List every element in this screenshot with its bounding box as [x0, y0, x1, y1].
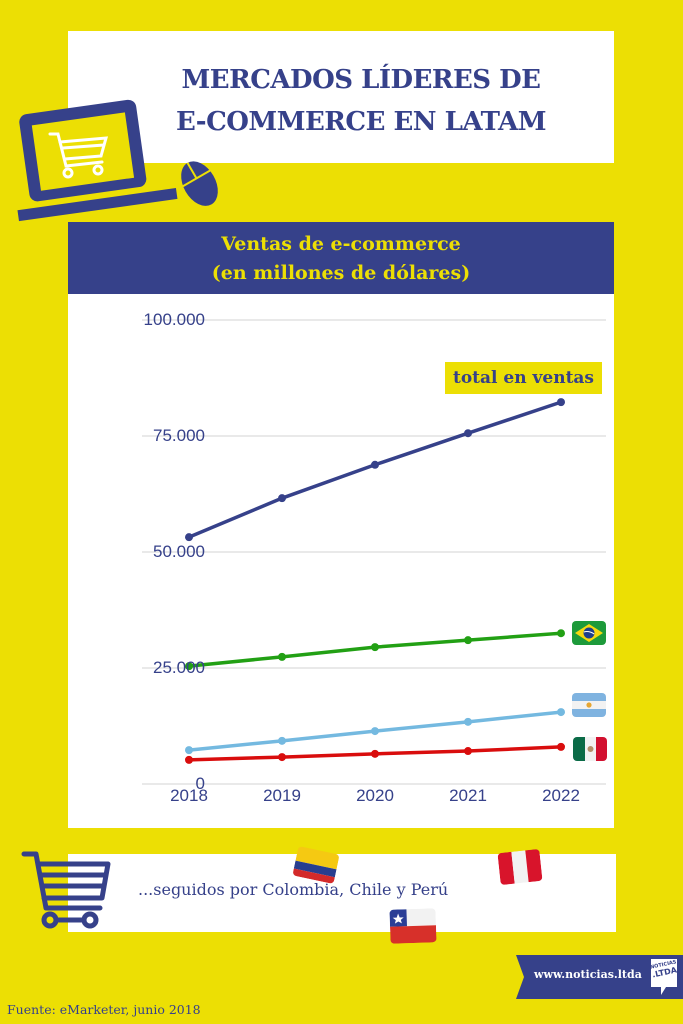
data-point [371, 727, 379, 736]
data-point [557, 742, 565, 751]
data-point [278, 652, 286, 661]
title-panel: MERCADOS LÍDERES DE E-COMMERCE EN LATAM [68, 31, 614, 163]
y-tick: 100.000 [143, 310, 205, 329]
series-brasil [185, 629, 565, 671]
chile-flag-icon [389, 908, 437, 944]
laptop-cart-icon [17, 99, 218, 222]
data-point [557, 398, 565, 407]
x-tick: 2018 [170, 786, 208, 805]
site-banner[interactable] [516, 955, 683, 999]
data-point [557, 708, 565, 717]
mexico-flag-icon [573, 737, 607, 761]
series-argentina [185, 708, 565, 755]
chart-header: Ventas de e-commerce (en millones de dól… [68, 222, 614, 294]
data-point [185, 662, 193, 671]
data-point [278, 736, 286, 745]
data-point [464, 717, 472, 726]
y-tick: 75.000 [153, 426, 205, 445]
y-tick: 50.000 [153, 542, 205, 561]
data-point [371, 460, 379, 469]
series-méxico [185, 742, 565, 764]
y-tick: 0 [195, 774, 205, 793]
page-title: MERCADOS LÍDERES DE E-COMMERCE EN LATAM [68, 59, 614, 143]
data-point [464, 636, 472, 645]
x-tick: 2021 [449, 786, 487, 805]
data-point [557, 629, 565, 638]
data-point [185, 533, 193, 542]
data-point [278, 494, 286, 503]
source-note: Fuente: eMarketer, junio 2018 [7, 1002, 201, 1017]
data-point [464, 747, 472, 756]
other-markets-text: ...seguidos por Colombia, Chile y Perú [138, 880, 449, 899]
title-line-1: MERCADOS LÍDERES DE [181, 65, 541, 95]
y-tick: 25.000 [153, 658, 205, 677]
brazil-flag-icon [572, 621, 606, 645]
argentina-flag-icon [572, 693, 606, 717]
data-point [278, 753, 286, 762]
data-point [185, 746, 193, 755]
data-point [371, 749, 379, 758]
data-point [185, 755, 193, 764]
x-tick: 2020 [356, 786, 394, 805]
colombia-flag-icon [292, 845, 340, 885]
total-sales-label: total en ventas [445, 362, 602, 394]
data-point [464, 429, 472, 438]
x-tick: 2019 [263, 786, 301, 805]
chart-title-line-1: Ventas de e-commerce [221, 233, 461, 255]
peru-flag-icon [497, 848, 543, 886]
x-tick: 2022 [542, 786, 580, 805]
series-total-en-ventas [185, 398, 565, 542]
gridlines [142, 319, 606, 785]
chart-title-line-2: (en millones de dólares) [211, 262, 471, 284]
site-url[interactable]: www.noticias.ltda [534, 968, 642, 981]
data-point [371, 643, 379, 652]
shopping-cart-icon [21, 851, 111, 929]
title-line-2: E-COMMERCE EN LATAM [175, 107, 547, 137]
